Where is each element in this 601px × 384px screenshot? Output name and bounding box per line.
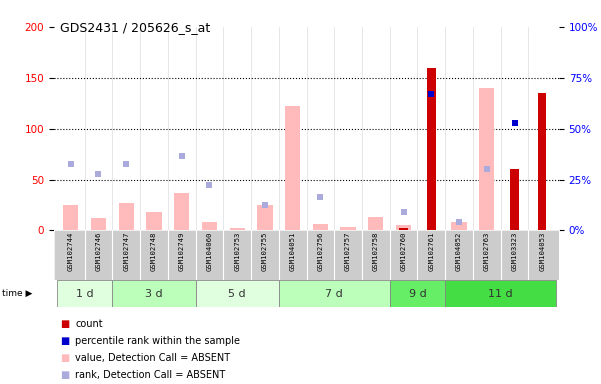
Bar <box>57 280 112 307</box>
Text: GSM102756: GSM102756 <box>317 232 323 271</box>
Text: GSM104052: GSM104052 <box>456 232 462 271</box>
Point <box>454 219 464 225</box>
Text: count: count <box>75 319 103 329</box>
Text: value, Detection Call = ABSENT: value, Detection Call = ABSENT <box>75 353 230 363</box>
Text: 1 d: 1 d <box>76 289 93 299</box>
Text: time ▶: time ▶ <box>2 289 32 298</box>
Text: GSM102744: GSM102744 <box>68 232 74 271</box>
Bar <box>389 280 445 307</box>
Bar <box>279 280 389 307</box>
Bar <box>118 203 134 230</box>
Text: GSM102746: GSM102746 <box>96 232 102 271</box>
Text: ■: ■ <box>60 353 69 363</box>
Text: 11 d: 11 d <box>489 289 513 299</box>
Text: GSM102758: GSM102758 <box>373 232 379 271</box>
Bar <box>313 224 328 230</box>
Bar <box>230 228 245 230</box>
Point <box>399 209 409 215</box>
Bar <box>427 68 436 230</box>
Bar <box>368 217 383 230</box>
Bar <box>396 225 411 230</box>
Point <box>316 194 325 200</box>
Bar <box>202 222 217 230</box>
Text: GSM102760: GSM102760 <box>401 232 407 271</box>
Text: GDS2431 / 205626_s_at: GDS2431 / 205626_s_at <box>60 21 210 34</box>
Text: GSM102763: GSM102763 <box>484 232 490 271</box>
Point <box>94 171 103 177</box>
Text: GSM104051: GSM104051 <box>290 232 296 271</box>
Bar <box>479 88 495 230</box>
Bar <box>112 280 195 307</box>
Bar <box>285 106 300 230</box>
Bar <box>91 218 106 230</box>
Point <box>427 91 436 97</box>
Text: percentile rank within the sample: percentile rank within the sample <box>75 336 240 346</box>
Point <box>204 182 214 188</box>
Text: 9 d: 9 d <box>409 289 426 299</box>
Text: GSM102757: GSM102757 <box>345 232 351 271</box>
Text: 3 d: 3 d <box>145 289 163 299</box>
Bar <box>451 222 467 230</box>
Bar <box>445 280 556 307</box>
Bar <box>146 212 162 230</box>
Text: GSM102753: GSM102753 <box>234 232 240 271</box>
Bar <box>400 228 408 230</box>
Bar <box>510 169 519 230</box>
Text: GSM102755: GSM102755 <box>262 232 268 271</box>
Text: ■: ■ <box>60 336 69 346</box>
Text: GSM102747: GSM102747 <box>123 232 129 271</box>
Point <box>510 119 519 126</box>
Point <box>177 153 186 159</box>
Bar <box>341 227 356 230</box>
Point <box>260 202 270 208</box>
Text: 5 d: 5 d <box>228 289 246 299</box>
Bar <box>63 205 78 230</box>
Text: rank, Detection Call = ABSENT: rank, Detection Call = ABSENT <box>75 370 225 380</box>
Text: ■: ■ <box>60 370 69 380</box>
Text: GSM103323: GSM103323 <box>511 232 517 271</box>
Text: ■: ■ <box>60 319 69 329</box>
Text: GSM102749: GSM102749 <box>178 232 185 271</box>
Point <box>66 161 76 167</box>
Text: GSM102761: GSM102761 <box>429 232 435 271</box>
Point <box>121 161 131 167</box>
Text: GSM102748: GSM102748 <box>151 232 157 271</box>
Text: GSM104060: GSM104060 <box>206 232 212 271</box>
Bar <box>195 280 279 307</box>
Bar <box>174 193 189 230</box>
Point <box>482 166 492 172</box>
Text: 7 d: 7 d <box>325 289 343 299</box>
Bar <box>257 205 272 230</box>
Bar <box>538 93 546 230</box>
Text: GSM104053: GSM104053 <box>539 232 545 271</box>
